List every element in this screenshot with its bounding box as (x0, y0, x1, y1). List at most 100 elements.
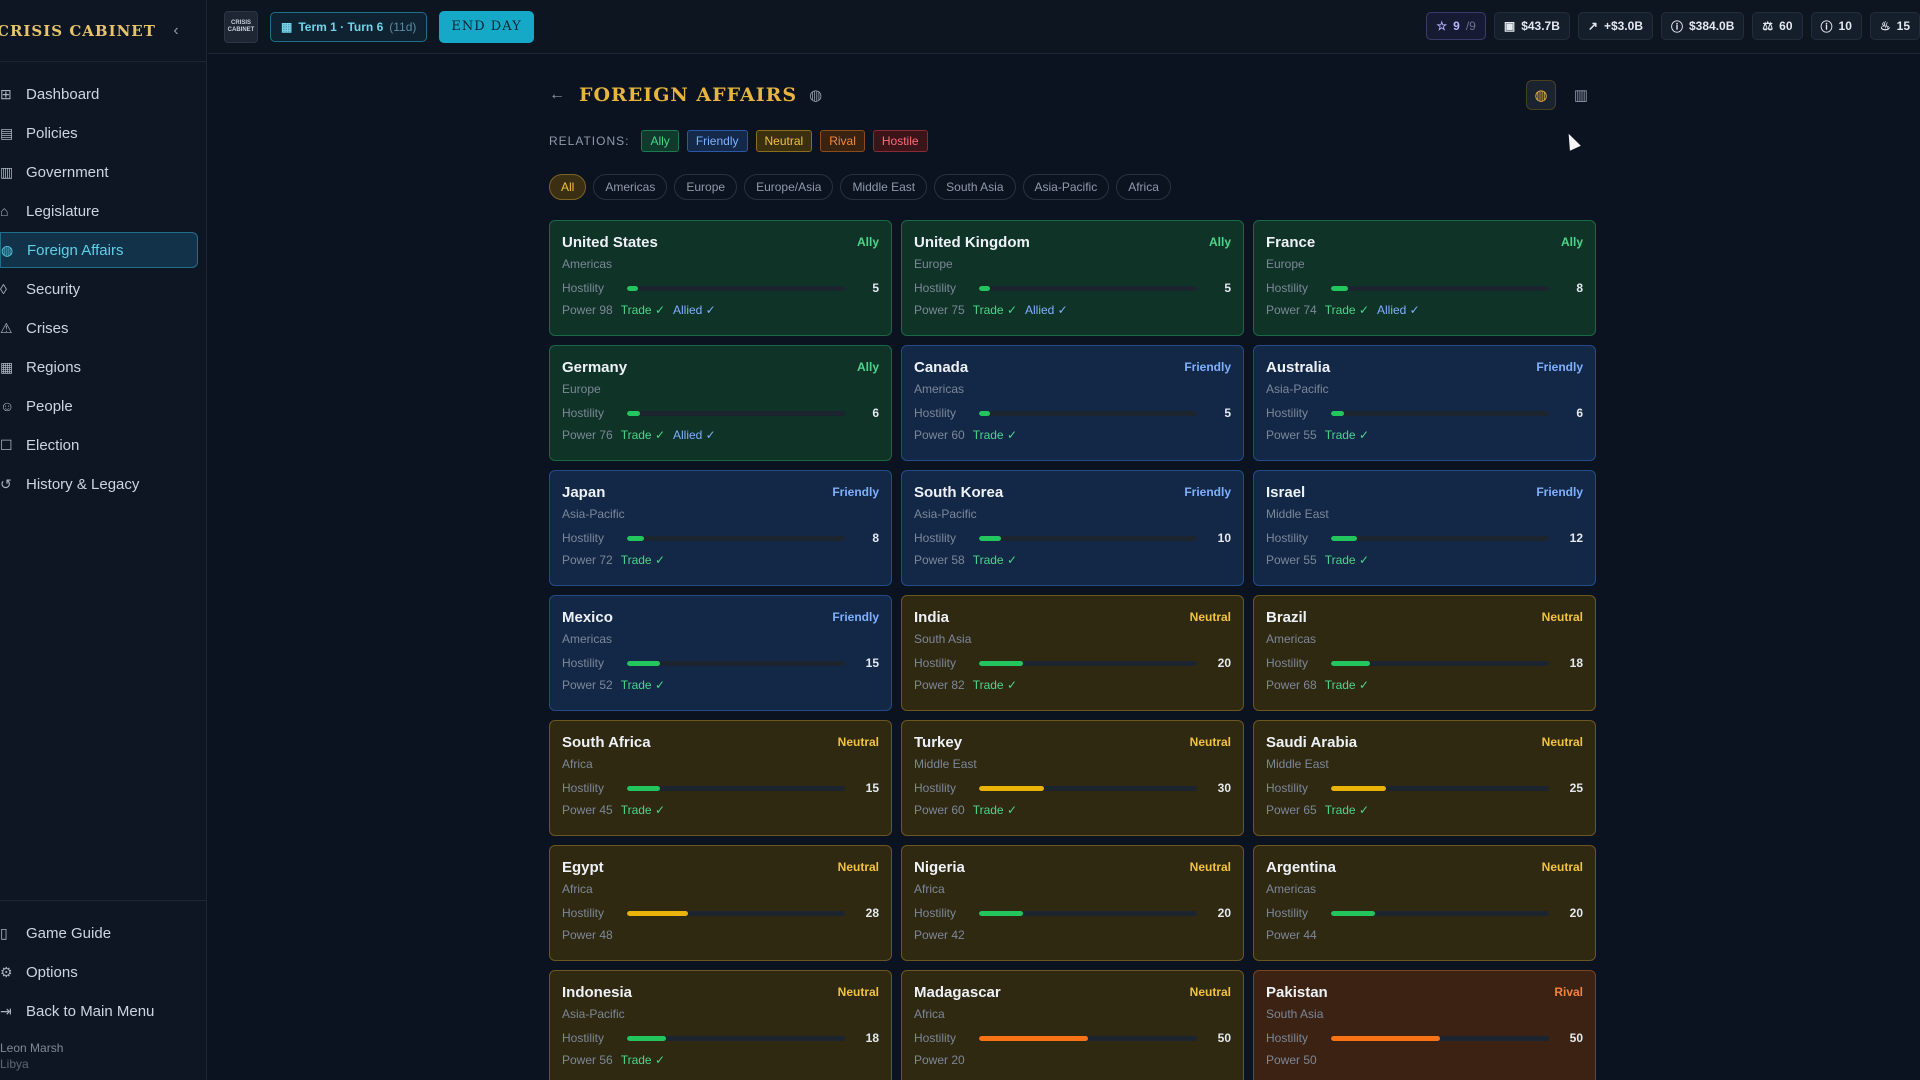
country-region: Africa (914, 1007, 945, 1021)
country-card[interactable]: Brazil Neutral Americas Hostility 18 Power 68… (1253, 595, 1596, 711)
country-card[interactable]: Turkey Neutral Middle East Hostility 30 Power… (901, 720, 1244, 836)
country-card[interactable]: Nigeria Neutral Africa Hostility 20 Power 42 (901, 845, 1244, 961)
power-value: Power 98 (562, 303, 613, 317)
sidebar-item-legislature[interactable]: ⌂ Legislature (0, 193, 198, 229)
globe-view-button[interactable]: ◍ (1526, 80, 1556, 110)
sidebar-item-people[interactable]: ☺ People (0, 388, 198, 424)
region-tab-asia-pacific[interactable]: Asia-Pacific (1022, 174, 1110, 200)
region-tab-middle-east[interactable]: Middle East (840, 174, 928, 200)
region-tab-americas[interactable]: Americas (593, 174, 668, 200)
country-card[interactable]: India Neutral South Asia Hostility 20 Power 8… (901, 595, 1244, 711)
sidebar-item-regions[interactable]: ▦ Regions (0, 349, 198, 385)
sidebar-item-label: Back to Main Menu (26, 1002, 155, 1020)
power-value: Power 60 (914, 803, 965, 817)
trade-status: Trade ✓ (620, 678, 665, 692)
country-card[interactable]: Egypt Neutral Africa Hostility 28 Power 48 (549, 845, 892, 961)
country-card[interactable]: Canada Friendly Americas Hostility 5 Power 60… (901, 345, 1244, 461)
hostility-bar (1331, 660, 1549, 666)
sidebar-item-election[interactable]: ☐ Election (0, 427, 198, 463)
trade-status: Trade ✓ (620, 803, 665, 817)
hostility-value: 15 (865, 656, 879, 670)
hostility-bar-fill (1331, 535, 1358, 541)
user-country: Libya (0, 1057, 29, 1071)
relation-badge: Rival (1554, 985, 1583, 999)
hostility-row: Hostility 6 (562, 406, 879, 420)
country-card[interactable]: Madagascar Neutral Africa Hostility 50 Power … (901, 970, 1244, 1080)
country-card[interactable]: Israel Friendly Middle East Hostility 12 Powe… (1253, 470, 1596, 586)
stat-wallet[interactable]: ▣ $43.7B (1493, 12, 1570, 40)
sidebar-item-foreign-affairs[interactable]: ◍ Foreign Affairs (0, 232, 198, 268)
hostility-value: 12 (1569, 531, 1583, 545)
collapse-sidebar-icon[interactable]: ‹ (173, 21, 179, 39)
country-name: Israel (1266, 483, 1306, 501)
sidebar-item-security[interactable]: ◊ Security (0, 271, 198, 307)
sidebar-item-government[interactable]: ▥ Government (0, 154, 198, 190)
country-name: Argentina (1266, 858, 1337, 876)
map-view-button[interactable]: ▥ (1566, 80, 1596, 110)
sidebar-item-back-to-main-menu[interactable]: ⇥ Back to Main Menu (0, 993, 198, 1029)
stat-flame[interactable]: ♨ 15 (1869, 12, 1920, 40)
stat-debt[interactable]: ⓘ $384.0B (1660, 12, 1745, 40)
sidebar-item-crises[interactable]: ⚠ Crises (0, 310, 198, 346)
hostility-label: Hostility (562, 781, 605, 795)
hostility-bar (627, 910, 845, 916)
country-card[interactable]: Germany Ally Europe Hostility 6 Power 76 Trade… (549, 345, 892, 461)
country-card[interactable]: Indonesia Neutral Asia-Pacific Hostility 18 P… (549, 970, 892, 1080)
sidebar-item-options[interactable]: ⚙ Options (0, 954, 198, 990)
region-tab-south-asia[interactable]: South Asia (934, 174, 1016, 200)
hostility-bar-fill (979, 910, 1023, 916)
hostility-value: 28 (865, 906, 879, 920)
country-name: Australia (1266, 358, 1331, 376)
country-card[interactable]: United Kingdom Ally Europe Hostility 5 Power … (901, 220, 1244, 336)
power-value: Power 68 (1266, 678, 1317, 692)
country-card[interactable]: Australia Friendly Asia-Pacific Hostility 6 P… (1253, 345, 1596, 461)
stat-trending-up[interactable]: ↗ +$3.0B (1577, 12, 1653, 40)
term-indicator[interactable]: ▦ Term 1 · Turn 6 (11d) (270, 11, 428, 42)
relation-badge: Neutral (1541, 610, 1583, 624)
country-name: France (1266, 233, 1316, 251)
sidebar-item-game-guide[interactable]: ▯ Game Guide (0, 915, 198, 951)
country-region: Americas (1266, 882, 1317, 896)
region-tab-all[interactable]: All (549, 174, 587, 200)
sidebar-item-label: Election (26, 436, 80, 454)
country-region: South Asia (1266, 1007, 1324, 1021)
back-arrow-icon[interactable]: ← (549, 86, 565, 103)
country-card[interactable]: Saudi Arabia Neutral Middle East Hostility 2… (1253, 720, 1596, 836)
sidebar-item-policies[interactable]: ▤ Policies (0, 115, 198, 151)
card-footer: Power 20 (914, 1053, 1231, 1067)
relation-badge: Neutral (1189, 610, 1231, 624)
country-card[interactable]: Mexico Friendly Americas Hostility 15 Power 5… (549, 595, 892, 711)
relation-badge: Neutral (1541, 735, 1583, 749)
country-name: India (914, 608, 950, 626)
hostility-row: Hostility 28 (562, 906, 879, 920)
region-tab-africa[interactable]: Africa (1116, 174, 1171, 200)
country-card[interactable]: South Korea Friendly Asia-Pacific Hostility… (901, 470, 1244, 586)
region-tab-europe-asia[interactable]: Europe/Asia (744, 174, 834, 200)
allied-status: Allied ✓ (673, 428, 716, 442)
hostility-row: Hostility 8 (562, 531, 879, 545)
sidebar-item-history-legacy[interactable]: ↺ History & Legacy (0, 466, 198, 502)
end-day-button[interactable]: END DAY (439, 10, 534, 43)
country-card[interactable]: Pakistan Rival South Asia Hostility 50 Power … (1253, 970, 1596, 1080)
hostility-value: 6 (872, 406, 879, 420)
relation-chip-rival: Rival (820, 130, 865, 152)
country-card[interactable]: Argentina Neutral Americas Hostility 20 Power… (1253, 845, 1596, 961)
hostility-row: Hostility 8 (1266, 281, 1583, 295)
hostility-bar-fill (979, 785, 1045, 791)
hostility-row: Hostility 30 (914, 781, 1231, 795)
card-header: Germany Ally (562, 358, 879, 376)
hostility-bar (979, 1035, 1197, 1041)
stat-star[interactable]: ☆ 9/9 (1426, 12, 1486, 40)
ballot-icon: ☐ (0, 436, 13, 453)
region-tab-europe[interactable]: Europe (674, 174, 738, 200)
hostility-value: 15 (865, 781, 879, 795)
hostility-bar-fill (979, 285, 990, 291)
sidebar-item-dashboard[interactable]: ⊞ Dashboard (0, 76, 198, 112)
stat-scale[interactable]: ⚖ 60 (1752, 12, 1803, 40)
country-card[interactable]: South Africa Neutral Africa Hostility 15 Powe… (549, 720, 892, 836)
country-card[interactable]: France Ally Europe Hostility 8 Power 74 Trade … (1253, 220, 1596, 336)
stat-alert[interactable]: ⓘ 10 (1810, 12, 1862, 40)
country-card[interactable]: United States Ally Americas Hostility 5 Power… (549, 220, 892, 336)
country-card[interactable]: Japan Friendly Asia-Pacific Hostility 8 Power… (549, 470, 892, 586)
globe-icon: ◍ (1534, 87, 1548, 104)
